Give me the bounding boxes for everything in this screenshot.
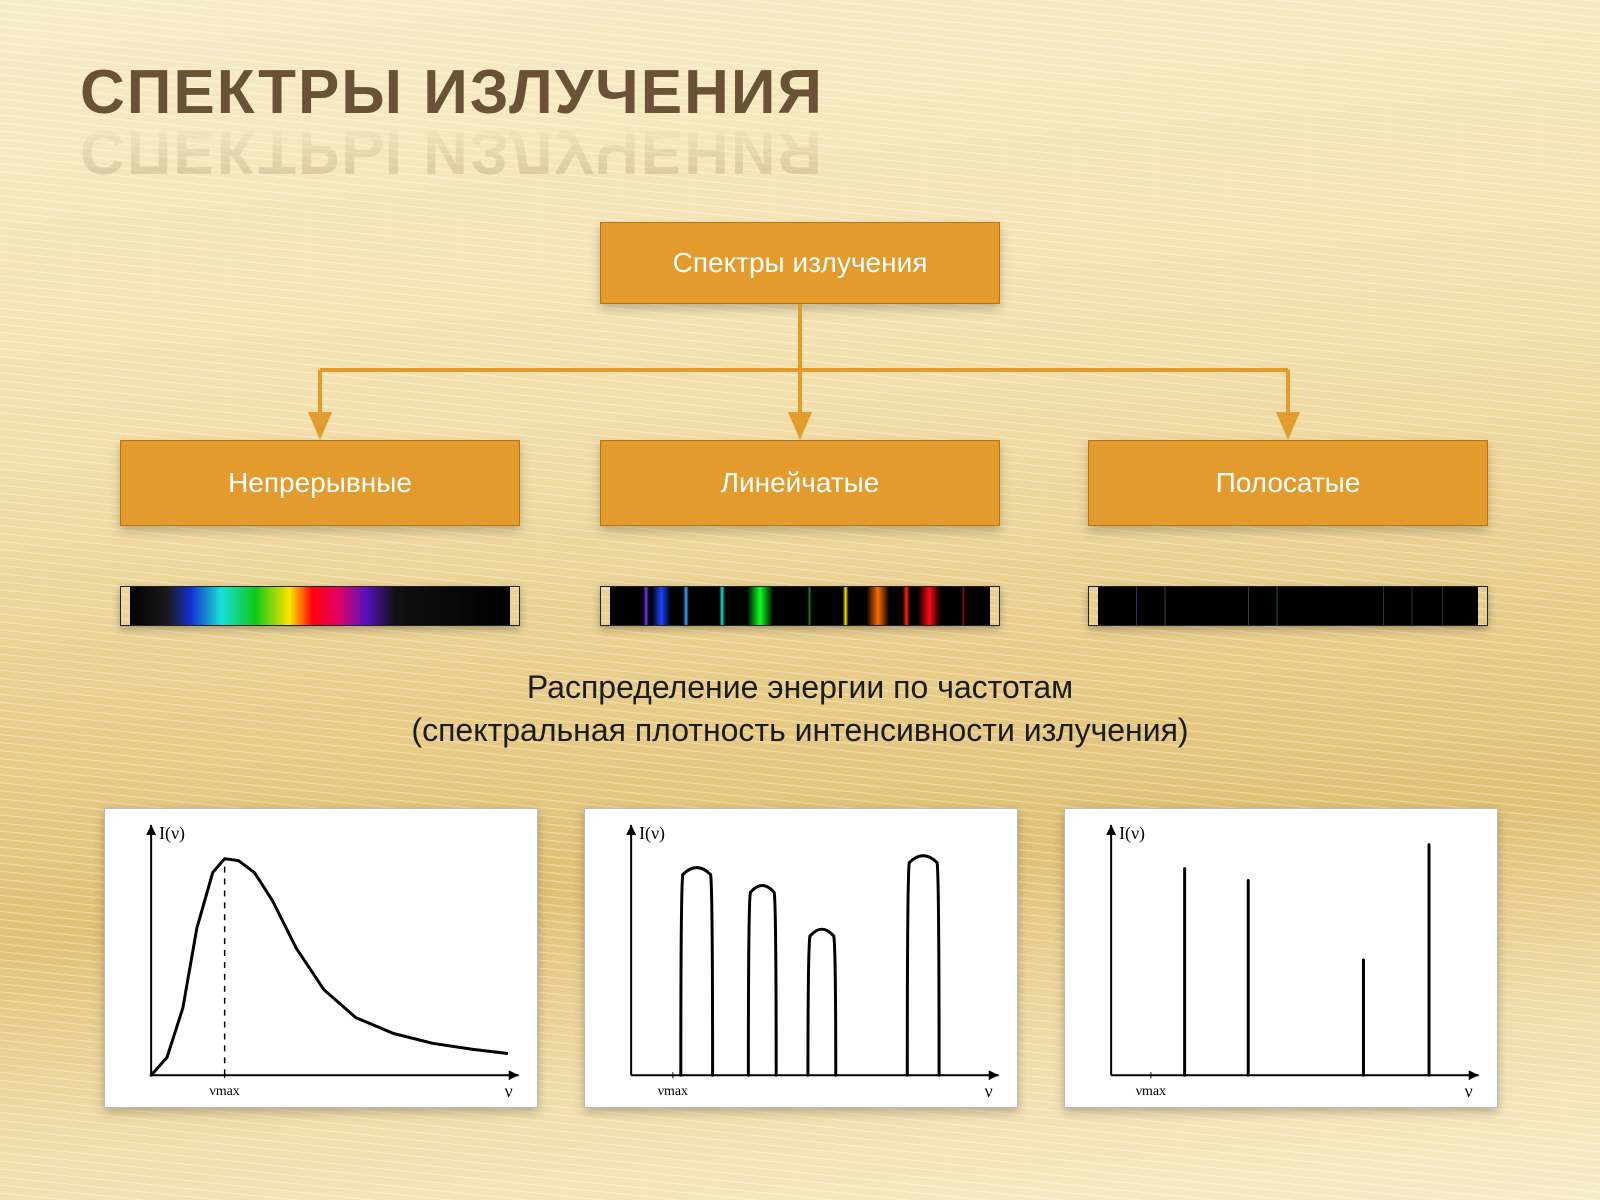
svg-text:νmax: νmax	[210, 1084, 240, 1099]
caption: Распределение энергии по частотам (спект…	[0, 666, 1600, 752]
svg-text:ν: ν	[985, 1081, 993, 1101]
spectrum-band	[1088, 586, 1488, 626]
svg-text:I(ν): I(ν)	[1119, 823, 1145, 844]
graph-line: I(ν) ν νmax	[584, 808, 1018, 1108]
graph-continuous: I(ν) ν νmax	[104, 808, 538, 1108]
svg-text:ν: ν	[505, 1081, 513, 1101]
caption-line1: Распределение энергии по частотам	[527, 669, 1073, 705]
graph-band: I(ν) ν νmax	[1064, 808, 1498, 1108]
caption-line2: (спектральная плотность интенсивности из…	[411, 712, 1188, 748]
svg-text:ν: ν	[1465, 1081, 1473, 1101]
svg-text:νmax: νmax	[1136, 1084, 1166, 1099]
spectrum-continuous	[120, 586, 520, 626]
svg-text:I(ν): I(ν)	[159, 823, 185, 844]
svg-text:νmax: νmax	[658, 1084, 688, 1099]
spectrum-line	[600, 586, 1000, 626]
svg-text:I(ν): I(ν)	[639, 823, 665, 844]
